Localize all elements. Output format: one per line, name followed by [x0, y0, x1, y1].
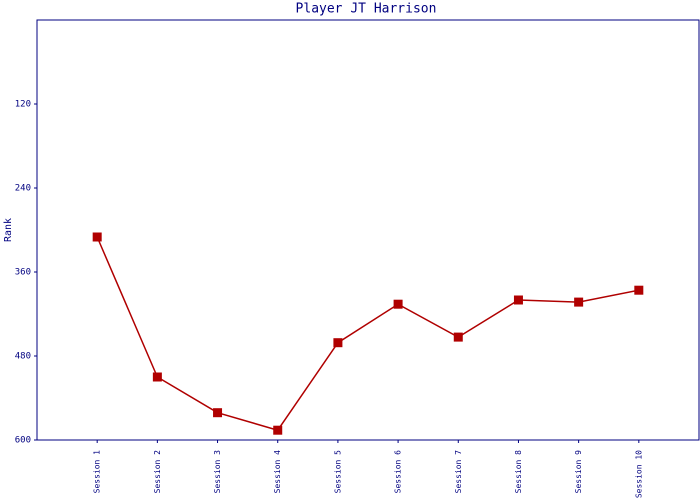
point	[92, 232, 102, 242]
x-tick-label: Session 2	[153, 450, 162, 494]
point	[574, 297, 584, 307]
point	[273, 425, 283, 435]
plot-frame	[36, 19, 700, 441]
y-axis-label: Rank	[3, 218, 14, 242]
point	[213, 408, 223, 418]
point	[634, 285, 644, 295]
y-tick-label: 600	[15, 436, 31, 446]
point	[453, 332, 463, 342]
x-tick-label: Session 9	[574, 450, 583, 494]
x-tick-label: Session 6	[394, 450, 403, 494]
y-tick-label: 120	[15, 100, 31, 110]
x-tick-label: Session 3	[213, 450, 222, 494]
x-tick-label: Session 4	[273, 450, 282, 494]
x-tick-label: Session 1	[93, 450, 102, 494]
x-tick-label: Session 8	[514, 450, 523, 494]
y-tick-label: 480	[15, 352, 31, 362]
series-line	[96, 236, 639, 432]
x-tick-label: Session 5	[333, 450, 342, 494]
point	[513, 295, 523, 305]
y-tick-label: 240	[15, 184, 31, 194]
point	[393, 299, 403, 309]
point	[152, 372, 162, 382]
y-tick-label: 360	[15, 268, 31, 278]
chart-title: Player JT Harrison	[296, 2, 437, 17]
point	[333, 338, 343, 348]
x-tick-label: Session 7	[454, 450, 463, 494]
x-tick-label: Session 10	[634, 450, 643, 498]
